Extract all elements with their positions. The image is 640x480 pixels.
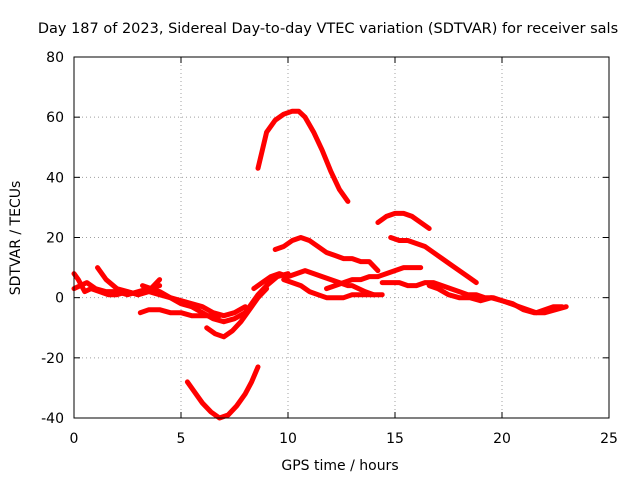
y-tick-label: 40: [46, 170, 64, 186]
series-line-arc-12: [324, 265, 424, 292]
series-line-arc-8: [251, 268, 377, 298]
x-axis-label: GPS time / hours: [281, 458, 398, 474]
y-axis-label: SDTVAR / TECUs: [8, 181, 24, 296]
x-tick-label: 10: [279, 431, 297, 447]
data-series: [71, 108, 569, 421]
series-line-arc-14: [375, 210, 432, 231]
series-line-arc-5: [137, 307, 222, 319]
x-tick-label: 15: [386, 431, 404, 447]
x-tick-label: 0: [70, 431, 79, 447]
series-line-arc-15: [388, 235, 479, 286]
series-line-arc-4: [140, 283, 248, 319]
x-tick-label: 20: [493, 431, 511, 447]
x-tick-label: 25: [600, 431, 618, 447]
y-tick-label: 0: [55, 291, 64, 307]
y-tick-label: 60: [46, 110, 64, 126]
series-line-arc-7: [204, 286, 270, 340]
y-tick-label: -20: [41, 351, 64, 367]
y-tick-label: -40: [41, 411, 64, 427]
series-line-arc-11: [281, 277, 385, 301]
axis-ticks: 0 5 10 15 20 25 -40 -20 0 20 40 60 80: [41, 50, 618, 447]
y-tick-label: 20: [46, 231, 64, 247]
series-line-arc-10: [272, 235, 381, 274]
x-tick-label: 5: [177, 431, 186, 447]
series-line-arc-16: [426, 283, 569, 316]
y-tick-label: 80: [46, 50, 64, 66]
chart-title: Day 187 of 2023, Sidereal Day-to-day VTE…: [38, 21, 618, 37]
series-line-arc-6: [184, 364, 261, 421]
series-line-arc-9: [255, 108, 351, 204]
